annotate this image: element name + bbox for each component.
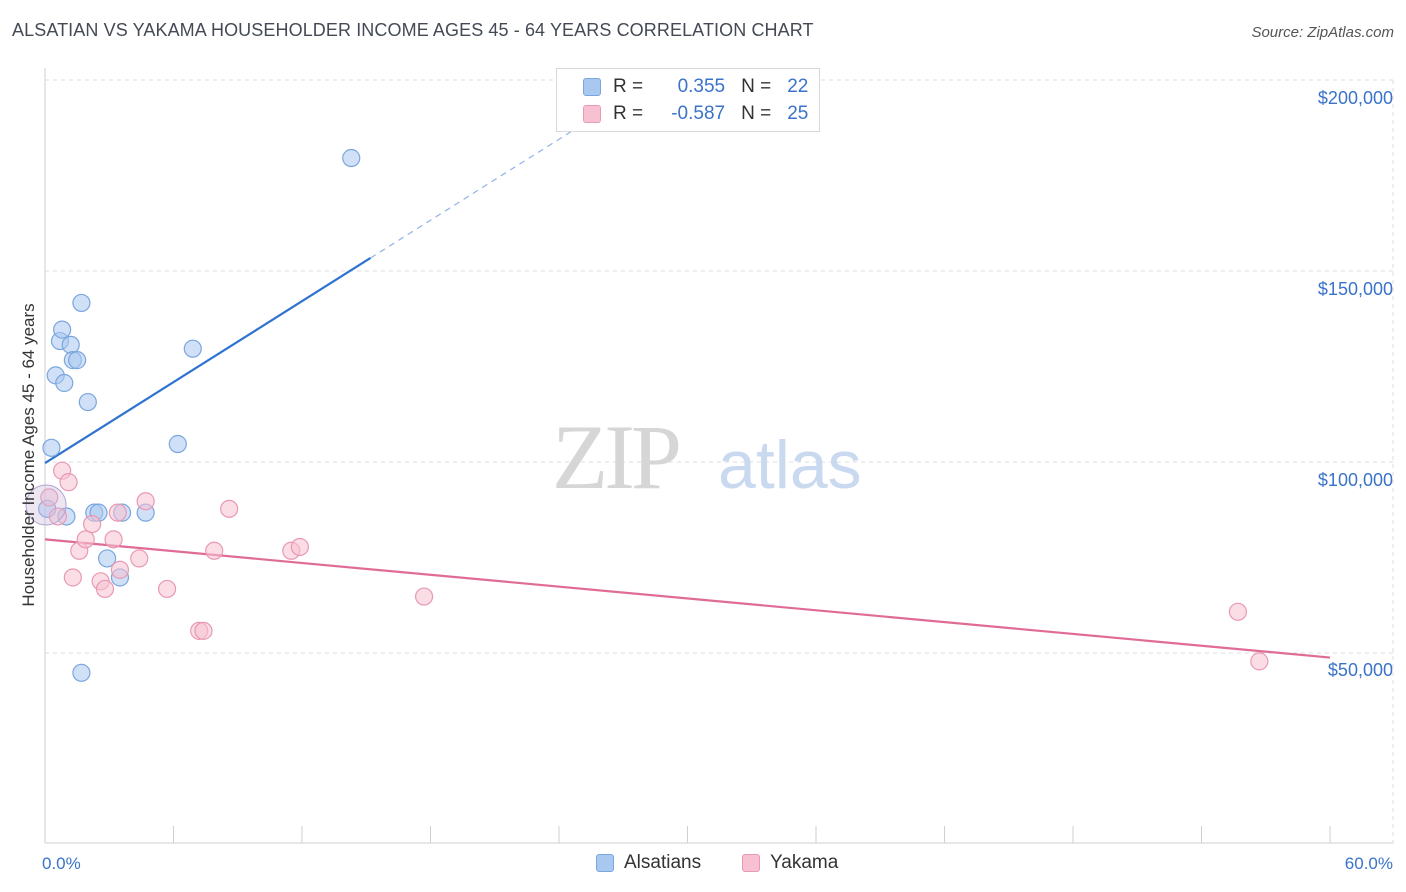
series-label-alsatians: Alsatians bbox=[624, 852, 702, 873]
point-yakama bbox=[108, 503, 127, 522]
y-tick-label: $200,000 bbox=[1318, 88, 1393, 108]
trend-line-alsatians-extension bbox=[370, 111, 603, 259]
point-yakama bbox=[1250, 652, 1269, 671]
series-legend: Alsatians Yakama bbox=[0, 852, 1406, 878]
point-yakama bbox=[59, 473, 78, 492]
point-yakama bbox=[48, 507, 67, 526]
point-cluster bbox=[25, 484, 67, 526]
series-legend-alsatians[interactable]: Alsatians bbox=[596, 852, 701, 874]
point-alsatians bbox=[42, 438, 61, 457]
watermark: ZIP atlas bbox=[552, 406, 862, 508]
legend-r-value: 0.355 bbox=[677, 76, 726, 97]
point-alsatians bbox=[68, 351, 87, 370]
x-tick-label: 60.0% bbox=[1345, 854, 1393, 873]
watermark-zip: ZIP bbox=[552, 406, 679, 508]
point-alsatians bbox=[168, 434, 187, 454]
trend-line-alsatians bbox=[44, 257, 372, 465]
watermark-atlas: atlas bbox=[718, 427, 862, 503]
data-points bbox=[25, 148, 1269, 682]
legend-n-label: N = bbox=[741, 103, 772, 124]
series-label-yakama: Yakama bbox=[770, 852, 839, 873]
tick-labels: $50,000 $100,000 $150,000 $200,000 0.0% 60.0% bbox=[42, 88, 1393, 873]
point-alsatians bbox=[72, 663, 91, 682]
legend-swatch-alsatians bbox=[583, 78, 601, 96]
trend-lines bbox=[44, 111, 1331, 659]
point-yakama bbox=[40, 488, 59, 507]
series-swatch-yakama bbox=[742, 854, 760, 872]
series-swatch-alsatians bbox=[596, 854, 614, 872]
point-yakama bbox=[194, 621, 213, 640]
point-yakama bbox=[110, 560, 130, 579]
legend-r-label: R = bbox=[613, 76, 644, 97]
point-yakama bbox=[95, 579, 115, 599]
legend-n-label: N = bbox=[741, 76, 772, 97]
point-yakama bbox=[220, 499, 239, 518]
point-alsatians bbox=[55, 373, 74, 393]
point-yakama bbox=[205, 541, 224, 560]
x-tick-label: 0.0% bbox=[42, 854, 81, 873]
point-yakama bbox=[290, 537, 309, 557]
point-alsatians bbox=[72, 293, 91, 313]
point-yakama bbox=[130, 549, 149, 568]
point-alsatians bbox=[61, 335, 80, 354]
correlation-legend: R = 0.355 N = 22 R = -0.587 N = 25 bbox=[556, 68, 820, 132]
legend-r-value: -0.587 bbox=[671, 103, 726, 124]
legend-n-value: 25 bbox=[787, 103, 809, 124]
point-alsatians bbox=[342, 148, 361, 168]
legend-n-value: 22 bbox=[787, 76, 809, 97]
legend-r-label: R = bbox=[613, 103, 644, 124]
point-yakama bbox=[1228, 602, 1248, 621]
legend-swatch-yakama bbox=[583, 105, 601, 123]
y-tick-label: $50,000 bbox=[1328, 660, 1393, 680]
chart-title: ALSATIAN VS YAKAMA HOUSEHOLDER INCOME AG… bbox=[12, 20, 814, 40]
point-yakama bbox=[414, 587, 434, 606]
point-yakama bbox=[63, 568, 82, 587]
point-alsatians bbox=[78, 392, 97, 412]
y-axis-label: Householder Income Ages 45 - 64 years bbox=[19, 303, 38, 606]
point-yakama bbox=[157, 579, 177, 599]
legend-row-yakama: R = -0.587 N = 25 bbox=[583, 102, 808, 126]
trend-line-yakama bbox=[44, 538, 1331, 659]
point-yakama bbox=[76, 530, 95, 549]
axes bbox=[44, 68, 1393, 844]
point-alsatians bbox=[53, 320, 72, 339]
point-yakama bbox=[104, 530, 123, 549]
point-yakama bbox=[136, 492, 155, 511]
legend-row-alsatians: R = 0.355 N = 22 bbox=[583, 75, 808, 99]
source-label: Source: ZipAtlas.com bbox=[1251, 24, 1394, 41]
y-tick-label: $150,000 bbox=[1318, 279, 1393, 299]
y-tick-label: $100,000 bbox=[1318, 470, 1393, 490]
point-alsatians bbox=[98, 549, 117, 568]
point-alsatians bbox=[183, 339, 202, 358]
point-yakama bbox=[83, 514, 102, 534]
series-legend-yakama[interactable]: Yakama bbox=[742, 852, 838, 874]
